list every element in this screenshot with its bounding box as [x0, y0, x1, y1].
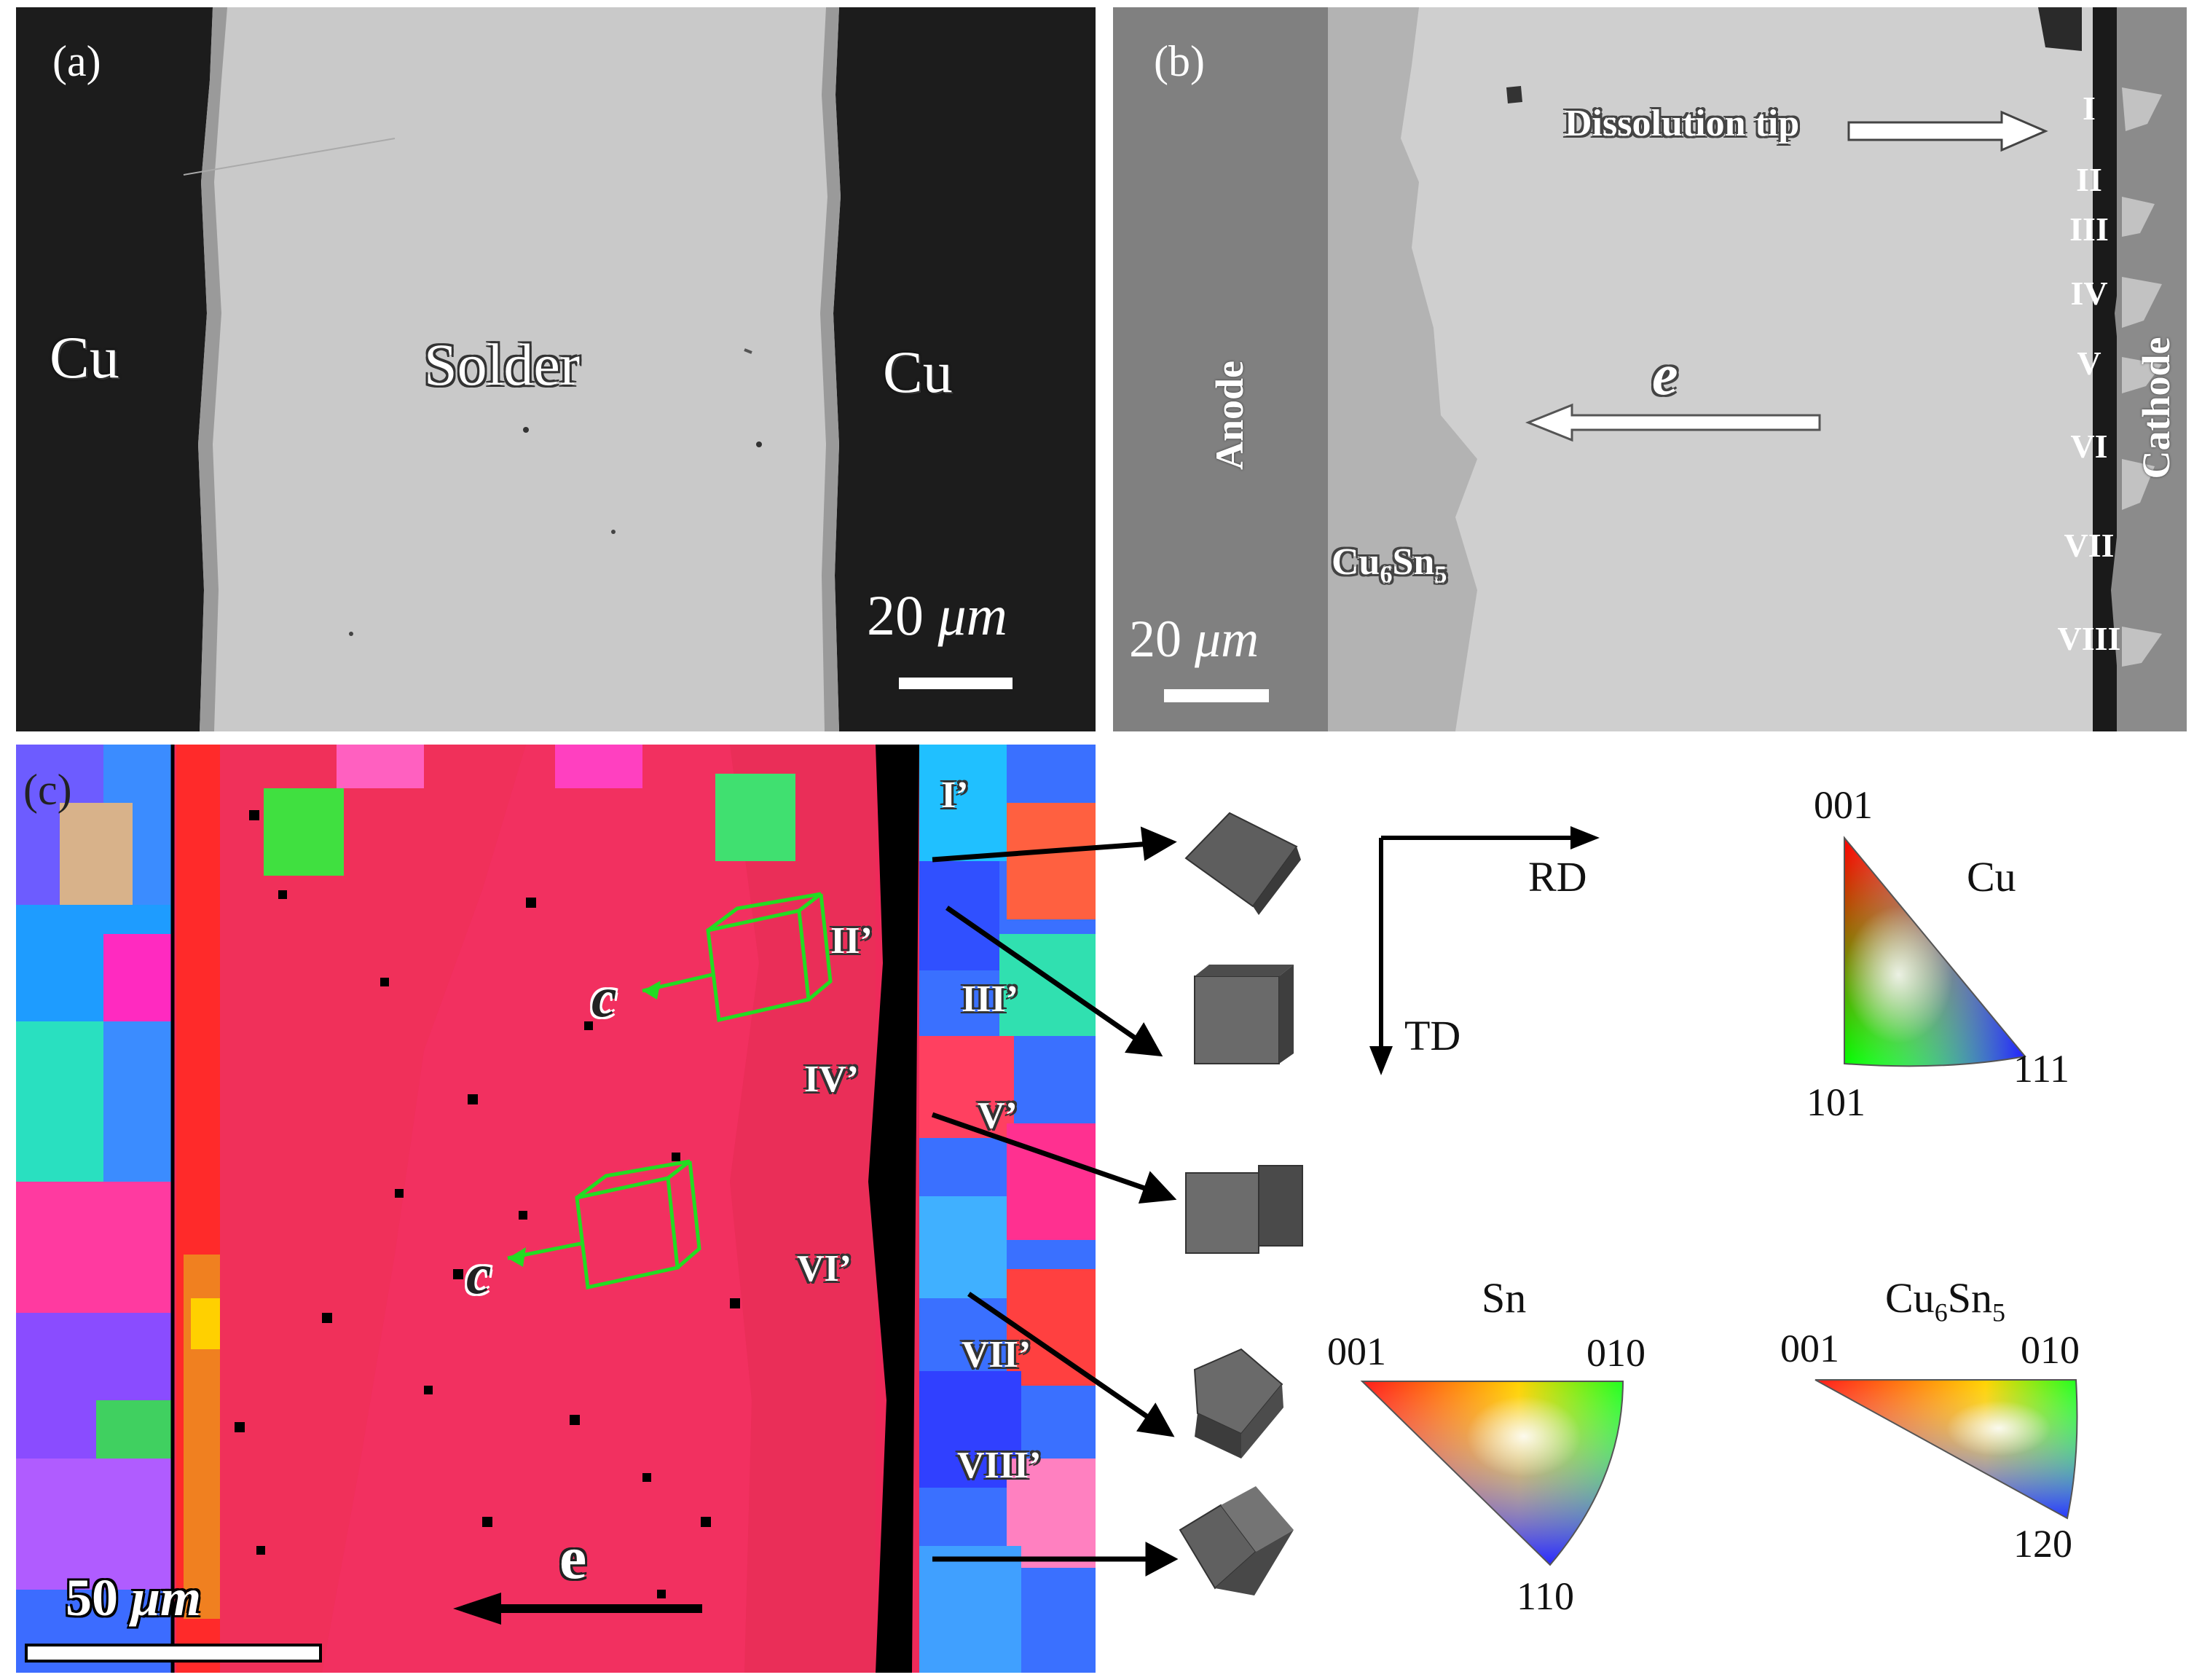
ipf-cu6sn5-sn: Sn — [1947, 1274, 1992, 1322]
scale-bar-c — [25, 1644, 322, 1663]
imc-sub1: 6 — [1380, 561, 1393, 589]
ipf-cu6sn5-bottom: 120 — [2013, 1522, 2072, 1566]
region-c-label: VI’ — [797, 1248, 852, 1290]
region-b-label: V — [2077, 345, 2101, 382]
ipf-sn-title: Sn — [1482, 1274, 1527, 1322]
region-b-label: I — [2083, 90, 2096, 127]
electron-c-arrow — [453, 1593, 702, 1625]
unit-cell-lower — [575, 1159, 701, 1290]
scale-bar-b-value: 20 — [1129, 610, 1181, 668]
ipf-sn-right: 010 — [1586, 1331, 1646, 1375]
scale-bar-b — [1164, 689, 1269, 702]
region-c-label: V’ — [978, 1095, 1018, 1137]
cathode-label: Cathode — [2134, 337, 2178, 479]
panel-b-image — [1113, 7, 2187, 731]
panel-a-tag: (a) — [52, 37, 101, 85]
ipf-sn-left: 001 — [1327, 1330, 1386, 1373]
cube-icon — [1193, 1348, 1283, 1459]
scale-bar-b-label: 20 μm — [1129, 609, 1259, 670]
ipf-cu-right: 111 — [2013, 1047, 2069, 1091]
c-axis-label-upper: c — [591, 965, 617, 1029]
cube-icon — [1184, 812, 1301, 915]
scale-bar-c-unit: μm — [131, 1569, 202, 1627]
region-c-label: IV’ — [804, 1059, 860, 1100]
unit-cell-upper — [706, 892, 833, 1023]
panel-c-tag: (c) — [23, 766, 72, 814]
rd-label: RD — [1528, 853, 1587, 900]
dissolution-tip-arrow — [1847, 110, 2048, 152]
panel-c-ebsd-map — [16, 745, 1096, 1673]
panel-c: (c) c c I’ II’ III’ IV’ V’ VI’ VII’ VIII… — [16, 745, 1096, 1673]
anode-label: Anode — [1208, 360, 1251, 471]
electron-b-arrow — [1525, 403, 1821, 442]
ipf-cu6sn5-sub2: 5 — [1991, 1298, 2005, 1327]
scale-bar-b-unit: μm — [1195, 610, 1259, 668]
ipf-cu6sn5-sub1: 6 — [1934, 1298, 1948, 1327]
region-b-label: VIII — [2057, 620, 2121, 657]
region-b-label: II — [2076, 161, 2102, 198]
c-axis-label-lower: c — [466, 1242, 492, 1306]
region-b-label: IV — [2070, 275, 2108, 312]
ipf-cu-triangle — [1844, 836, 2026, 1067]
ipf-cu6sn5-cu: Cu — [1885, 1274, 1935, 1322]
scale-bar-a-value: 20 — [867, 584, 924, 647]
region-b-label: VI — [2070, 428, 2108, 465]
scale-bar-a-label: 20 μm — [867, 583, 1007, 648]
ipf-cu6sn5-left: 001 — [1780, 1327, 1839, 1370]
region-c-label: VII’ — [962, 1334, 1031, 1375]
left-cu-label: Cu — [50, 324, 119, 390]
panel-b-tag: (b) — [1154, 37, 1205, 85]
imc-sn: Sn — [1392, 541, 1435, 583]
ipf-cu-top: 001 — [1814, 783, 1873, 827]
imc-cu: Cu — [1332, 541, 1380, 583]
electron-c-label: e — [559, 1524, 587, 1592]
scale-bar-c-value: 50 — [66, 1569, 118, 1627]
ipf-cu-title: Cu — [1967, 853, 2016, 900]
cube-icon — [1185, 1165, 1303, 1254]
scale-bar-a — [899, 678, 1013, 689]
ipf-cu6sn5-right: 010 — [2021, 1328, 2080, 1372]
region-c-label: II’ — [830, 920, 873, 962]
scale-bar-c-label: 50 μm — [66, 1568, 201, 1628]
panel-a-image — [16, 7, 1096, 731]
td-label: TD — [1404, 1012, 1461, 1059]
region-c-label: I’ — [941, 774, 969, 816]
imc-sub2: 5 — [1434, 561, 1447, 589]
solder-label: Solder — [424, 331, 581, 398]
ipf-cu-left: 101 — [1806, 1080, 1865, 1124]
orientation-cubes — [1179, 812, 1303, 1595]
region-c-label: III’ — [962, 978, 1019, 1020]
ipf-sn-triangle — [1360, 1381, 1624, 1566]
scale-bar-a-unit: μm — [937, 584, 1007, 647]
region-b-label: VII — [2064, 527, 2115, 564]
region-c-label: VIII’ — [957, 1445, 1042, 1486]
dissolution-tip-label: Dissolution tip — [1565, 103, 1800, 144]
ipf-cu6sn5-triangle — [1814, 1379, 2078, 1520]
panel-a: (a) Cu Solder Cu 20 μm — [16, 7, 1096, 731]
electron-b-label: e — [1652, 343, 1678, 407]
orientation-pointers — [931, 826, 1179, 1577]
cube-icon — [1194, 965, 1294, 1064]
ipf-cu6sn5-title: Cu6Sn5 — [1885, 1273, 2005, 1328]
rd-td-axes — [1369, 826, 1600, 1075]
panel-b: (b) Anode Cathode Dissolution tip Cu6Sn5… — [1113, 7, 2187, 731]
right-cu-label: Cu — [883, 339, 953, 405]
ipf-sn-bottom: 110 — [1517, 1574, 1574, 1618]
region-b-label: III — [2069, 211, 2109, 248]
imc-label: Cu6Sn5 — [1332, 541, 1447, 589]
cube-icon — [1179, 1486, 1294, 1595]
